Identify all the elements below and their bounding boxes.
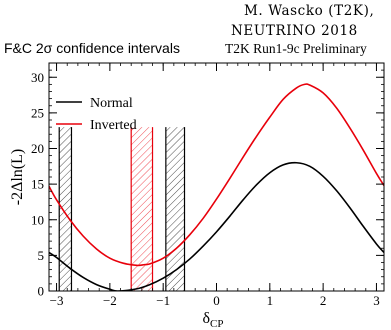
chart-subtitle: T2K Run1-9c Preliminary <box>225 41 367 56</box>
x-tick-label: 0 <box>213 293 220 308</box>
y-tick-label: 20 <box>31 141 44 156</box>
y-axis: 0 5 10 15 20 25 30 <box>31 62 384 299</box>
confidence-interval-bands <box>58 127 186 291</box>
legend: Normal Inverted <box>56 96 137 133</box>
x-tick-label: −1 <box>156 293 170 308</box>
x-tick-label: −3 <box>50 293 64 308</box>
y-tick-label: 0 <box>38 284 45 299</box>
series-line-inverted <box>49 83 384 267</box>
x-tick-label: 2 <box>320 293 327 308</box>
x-tick-label: 1 <box>267 293 274 308</box>
interval-band-0-0 <box>59 127 72 291</box>
interval-band-0-1 <box>165 127 185 291</box>
x-axis-label: δCP <box>202 310 223 330</box>
series-line-normal <box>49 161 384 291</box>
y-axis-label: -2Δln(L) <box>9 149 26 206</box>
credit-line-1: M. Wascko (T2K), <box>244 3 374 19</box>
y-tick-label: 25 <box>31 105 44 120</box>
credit-line-2: NEUTRINO 2018 <box>231 23 358 39</box>
x-tick-label: 3 <box>373 293 380 308</box>
x-tick-label: −2 <box>103 293 117 308</box>
chart-title: F&C 2σ confidence intervals <box>4 40 180 56</box>
x-axis-label-symbol: δ <box>202 310 210 327</box>
legend-label-normal: Normal <box>90 96 133 111</box>
legend-label-inverted: Inverted <box>90 118 137 133</box>
x-axis-label-subscript: CP <box>210 318 223 330</box>
y-tick-label: 15 <box>31 177 44 192</box>
x-axis: −3 −2 −1 0 1 2 3 <box>50 63 380 308</box>
likelihood-curves <box>49 83 384 291</box>
y-tick-label: 5 <box>38 248 45 263</box>
y-tick-label: 30 <box>31 70 44 85</box>
interval-band-1-0 <box>131 127 153 291</box>
y-tick-label: 10 <box>31 212 44 227</box>
